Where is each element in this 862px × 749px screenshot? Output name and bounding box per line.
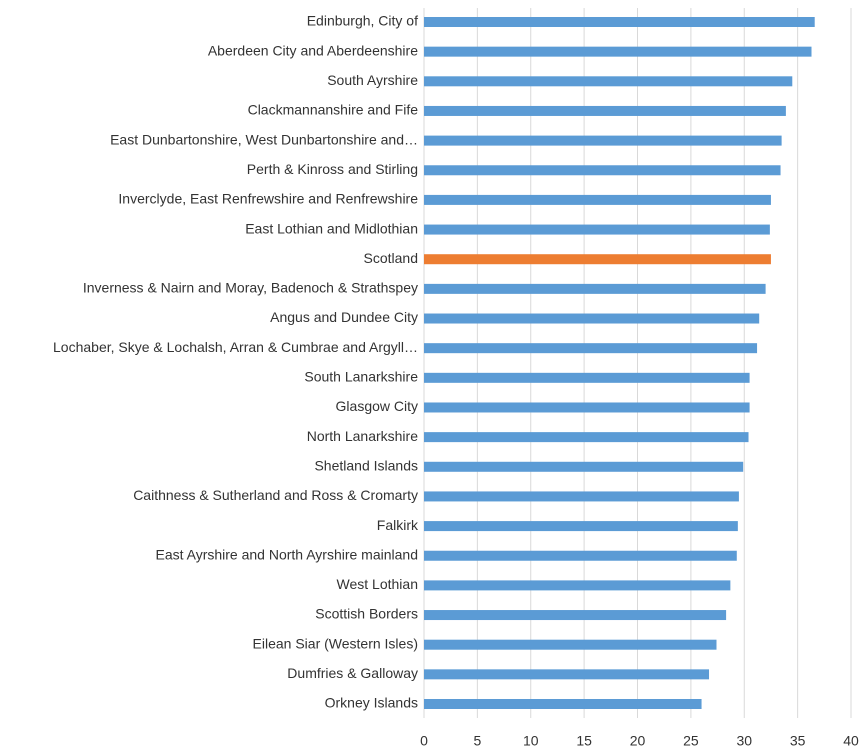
x-tick-label: 30 xyxy=(736,733,752,749)
bar xyxy=(424,17,815,27)
x-tick-label: 25 xyxy=(683,733,699,749)
x-tick-label: 5 xyxy=(473,733,481,749)
bar xyxy=(424,105,786,116)
bar xyxy=(424,432,749,443)
y-tick-label: South Ayrshire xyxy=(327,72,418,88)
bar xyxy=(424,491,739,502)
x-tick-label: 20 xyxy=(630,733,646,749)
bar xyxy=(424,402,750,413)
bar xyxy=(424,46,812,57)
y-tick-label: Glasgow City xyxy=(336,398,418,414)
bar xyxy=(424,224,770,235)
bar xyxy=(424,669,710,680)
bar xyxy=(424,254,771,265)
x-tick-label: 35 xyxy=(790,733,806,749)
x-tick-label: 0 xyxy=(420,733,428,749)
y-tick-label: Shetland Islands xyxy=(314,457,418,473)
y-tick-label: Clackmannanshire and Fife xyxy=(248,102,419,118)
bar xyxy=(424,639,717,650)
bar xyxy=(424,372,750,383)
bar xyxy=(424,165,781,176)
y-tick-label: East Dunbartonshire, West Dunbartonshire… xyxy=(110,131,418,147)
x-tick-label: 10 xyxy=(523,733,539,749)
bar xyxy=(424,313,760,324)
y-tick-label: Inverclyde, East Renfrewshire and Renfre… xyxy=(118,191,418,207)
bar xyxy=(424,343,758,354)
bar xyxy=(424,283,766,294)
y-tick-label: Falkirk xyxy=(377,517,419,533)
y-tick-label: South Lanarkshire xyxy=(304,369,418,385)
bar xyxy=(424,135,782,146)
y-tick-label: Inverness & Nairn and Moray, Badenoch & … xyxy=(83,280,418,296)
y-tick-label: Edinburgh, City of xyxy=(307,13,418,29)
y-tick-label: East Lothian and Midlothian xyxy=(245,220,418,236)
y-tick-label: East Ayrshire and North Ayrshire mainlan… xyxy=(155,546,418,562)
bar xyxy=(424,550,737,561)
y-tick-label: Caithness & Sutherland and Ross & Cromar… xyxy=(133,487,418,503)
bar xyxy=(424,76,793,87)
bar xyxy=(424,461,744,472)
bar xyxy=(424,194,771,205)
y-tick-label: North Lanarkshire xyxy=(307,428,418,444)
x-tick-label: 40 xyxy=(843,733,859,749)
y-tick-label: Scottish Borders xyxy=(315,606,418,622)
y-tick-label: Eilean Siar (Western Isles) xyxy=(253,635,418,651)
bar xyxy=(424,580,731,591)
x-tick-label: 15 xyxy=(576,733,592,749)
bar xyxy=(424,521,738,532)
y-tick-label: Orkney Islands xyxy=(325,695,418,711)
y-tick-label: Aberdeen City and Aberdeenshire xyxy=(208,42,418,58)
y-tick-label: Perth & Kinross and Stirling xyxy=(247,161,418,177)
bar xyxy=(424,610,727,621)
y-tick-label: Dumfries & Galloway xyxy=(287,665,418,681)
y-tick-label: West Lothian xyxy=(337,576,418,592)
y-tick-label: Scotland xyxy=(364,250,418,266)
y-tick-label: Angus and Dundee City xyxy=(270,309,418,325)
y-tick-label: Lochaber, Skye & Lochalsh, Arran & Cumbr… xyxy=(53,339,418,355)
bar xyxy=(424,699,702,709)
